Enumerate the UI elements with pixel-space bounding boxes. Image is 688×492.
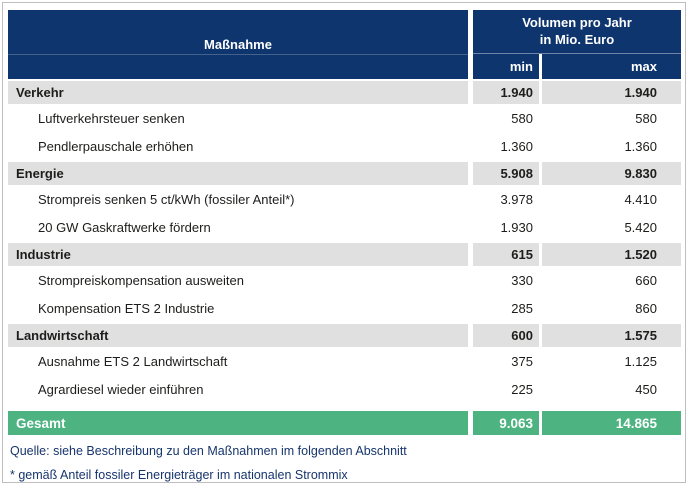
total-row-gesamt: Gesamt 9.063 14.865 xyxy=(8,411,681,435)
section-max-value: 1.940 xyxy=(542,81,681,104)
min-max-divider xyxy=(539,54,542,79)
min-column-header: min xyxy=(473,54,539,79)
section-max-value: 1.520 xyxy=(542,243,681,266)
item-label: Strompreis senken 5 ct/kWh (fossiler Ant… xyxy=(38,191,295,207)
section-label: Verkehr xyxy=(8,81,468,104)
volume-column-header: Volumen pro Jahr in Mio. Euro xyxy=(473,10,681,54)
section-row-energie: Energie 5.908 9.830 xyxy=(8,162,681,185)
item-max-value: 860 xyxy=(635,300,657,316)
item-row-luftverkehrsteuer: Luftverkehrsteuer senken 580 580 xyxy=(8,104,681,132)
section-row-landwirtschaft: Landwirtschaft 600 1.575 xyxy=(8,324,681,347)
item-min-value: 285 xyxy=(511,300,533,316)
item-max-value: 1.360 xyxy=(624,138,657,154)
volume-header-line2: in Mio. Euro xyxy=(539,31,615,47)
item-max-value: 5.420 xyxy=(624,219,657,235)
item-max-value: 660 xyxy=(635,272,657,288)
table-footer: Quelle: siehe Beschreibung zu den Maßnah… xyxy=(10,443,670,492)
section-row-industrie: Industrie 615 1.520 xyxy=(8,243,681,266)
item-row-ausnahme-ets2-landwirtschaft: Ausnahme ETS 2 Landwirtschaft 375 1.125 xyxy=(8,347,681,375)
item-label: Agrardiesel wieder einführen xyxy=(38,381,204,397)
source-note: Quelle: siehe Beschreibung zu den Maßnah… xyxy=(10,444,407,458)
item-min-value: 375 xyxy=(511,353,533,369)
item-min-value: 1.930 xyxy=(500,219,533,235)
measure-column-header: Maßnahme xyxy=(8,10,468,79)
item-max-value: 4.410 xyxy=(624,191,657,207)
section-row-verkehr: Verkehr 1.940 1.940 xyxy=(8,81,681,104)
item-min-value: 3.978 xyxy=(500,191,533,207)
item-max-value: 1.125 xyxy=(624,353,657,369)
max-column-header: max xyxy=(542,54,681,79)
table-header: Maßnahme Volumen pro Jahr in Mio. Euro m… xyxy=(8,10,681,79)
item-max-value: 580 xyxy=(635,110,657,126)
item-row-kompensation-ets2-industrie: Kompensation ETS 2 Industrie 285 860 xyxy=(8,294,681,322)
item-min-value: 225 xyxy=(511,381,533,397)
section-max-value: 1.575 xyxy=(542,324,681,347)
item-row-strompreis-senken: Strompreis senken 5 ct/kWh (fossiler Ant… xyxy=(8,185,681,213)
section-min-value: 600 xyxy=(473,324,539,347)
item-row-strompreiskompensation: Strompreiskompensation ausweiten 330 660 xyxy=(8,266,681,294)
section-max-value: 9.830 xyxy=(542,162,681,185)
total-max-value: 14.865 xyxy=(542,411,681,435)
item-label: 20 GW Gaskraftwerke fördern xyxy=(38,219,211,235)
item-max-value: 450 xyxy=(635,381,657,397)
item-row-agrardiesel: Agrardiesel wieder einführen 225 450 xyxy=(8,375,681,403)
section-min-value: 1.940 xyxy=(473,81,539,104)
section-label: Landwirtschaft xyxy=(8,324,468,347)
section-min-value: 615 xyxy=(473,243,539,266)
item-min-value: 1.360 xyxy=(500,138,533,154)
item-min-value: 330 xyxy=(511,272,533,288)
footnote-asterisk: * gemäß Anteil fossiler Energieträger im… xyxy=(10,468,348,483)
item-label: Kompensation ETS 2 Industrie xyxy=(38,300,215,316)
section-label: Industrie xyxy=(8,243,468,266)
total-label: Gesamt xyxy=(8,411,468,435)
item-row-gaskraftwerke: 20 GW Gaskraftwerke fördern 1.930 5.420 xyxy=(8,213,681,241)
item-label: Strompreiskompensation ausweiten xyxy=(38,272,244,288)
total-min-value: 9.063 xyxy=(473,411,539,435)
item-min-value: 580 xyxy=(511,110,533,126)
volume-header-line1: Volumen pro Jahr xyxy=(522,14,632,30)
item-label: Ausnahme ETS 2 Landwirtschaft xyxy=(38,353,228,369)
measures-table: Maßnahme Volumen pro Jahr in Mio. Euro m… xyxy=(8,10,681,435)
item-label: Luftverkehrsteuer senken xyxy=(38,110,185,126)
section-min-value: 5.908 xyxy=(473,162,539,185)
section-label: Energie xyxy=(8,162,468,185)
column-divider xyxy=(468,10,473,79)
item-row-pendlerpauschale: Pendlerpauschale erhöhen 1.360 1.360 xyxy=(8,132,681,160)
item-label: Pendlerpauschale erhöhen xyxy=(38,138,194,154)
